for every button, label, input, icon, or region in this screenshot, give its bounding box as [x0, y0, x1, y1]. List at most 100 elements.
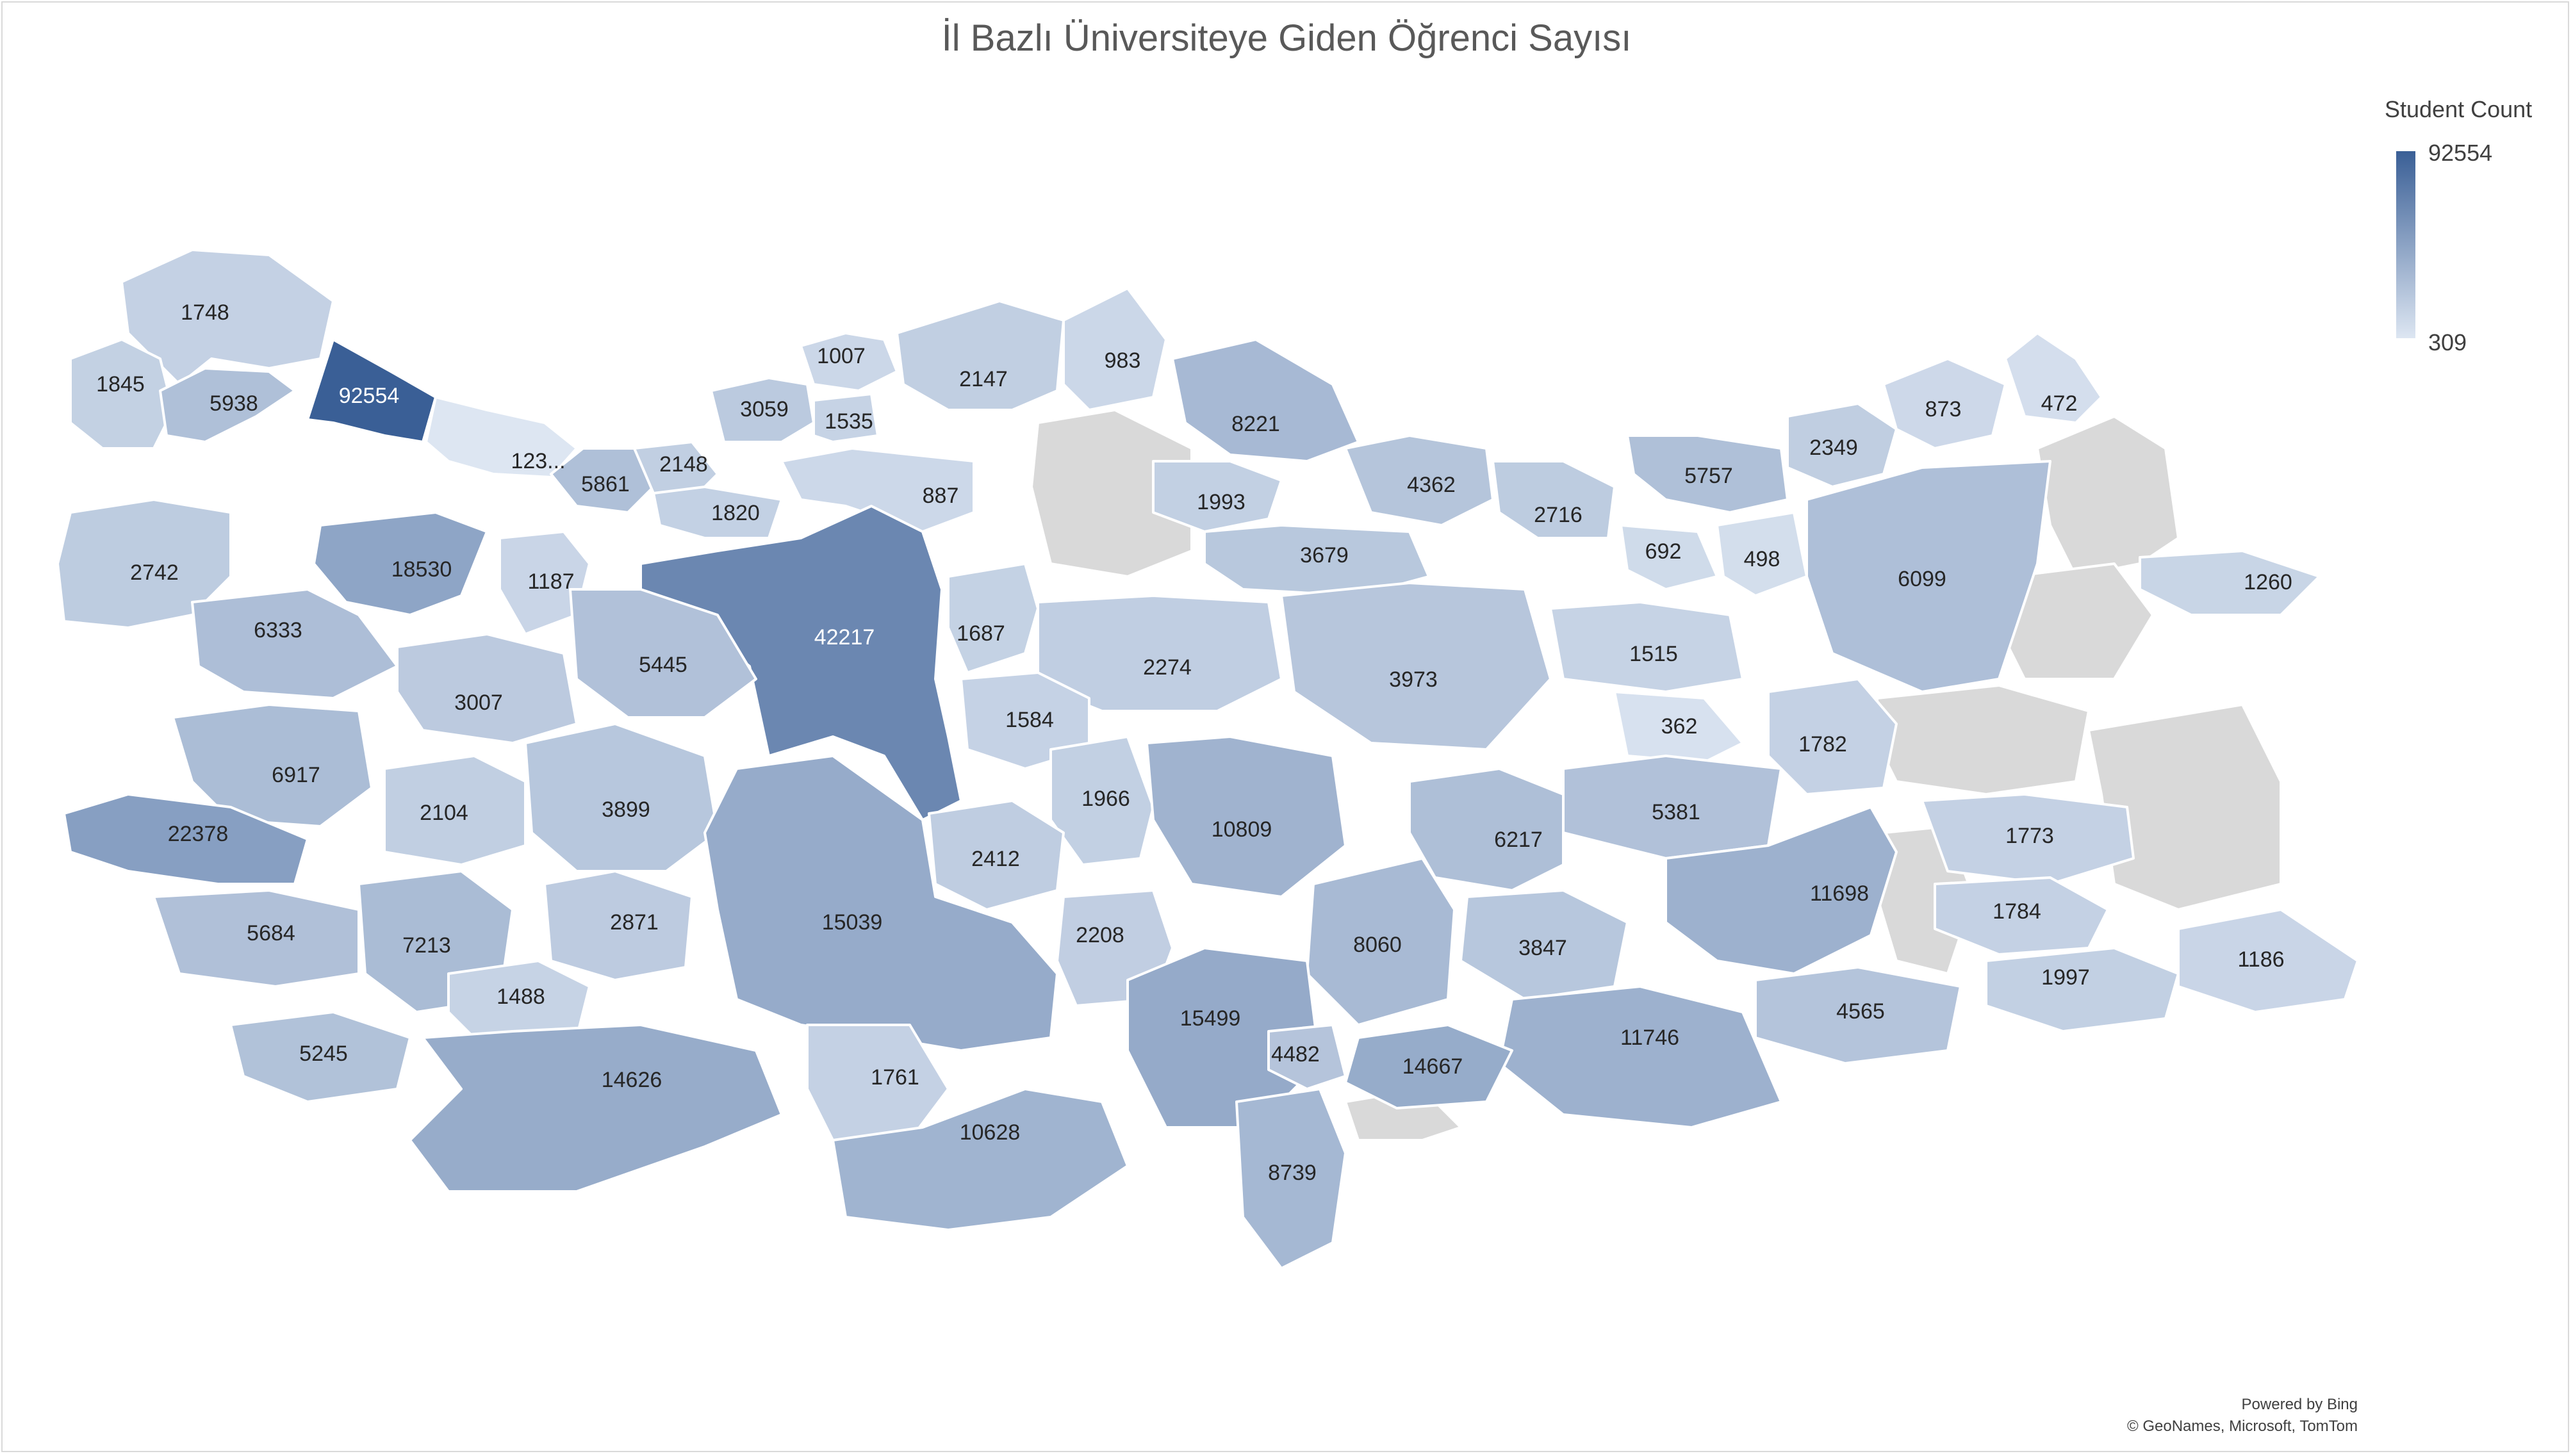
- province-region[interactable]: [1408, 767, 1565, 892]
- province-value-label: 2104: [420, 801, 468, 825]
- legend-min-value: 309: [2428, 329, 2467, 356]
- province-value-label: 6099: [1898, 567, 1946, 591]
- province-region[interactable]: [812, 393, 879, 443]
- province-region[interactable]: [1344, 1024, 1513, 1109]
- province-value-label: 2742: [130, 560, 179, 585]
- province-region[interactable]: [652, 486, 783, 539]
- province-region[interactable]: [1767, 678, 1898, 796]
- province-region[interactable]: [1152, 460, 1283, 533]
- province-region[interactable]: [2177, 908, 2359, 1013]
- province-region[interactable]: [1786, 402, 1898, 488]
- province-region[interactable]: [1620, 524, 1718, 591]
- province-region[interactable]: [409, 1024, 783, 1193]
- province-region[interactable]: [780, 447, 975, 533]
- province-region[interactable]: [172, 703, 373, 828]
- province-region[interactable]: [313, 511, 488, 616]
- province-value-label: 983: [1105, 348, 1141, 373]
- province-value-label: 92554: [339, 384, 400, 408]
- province-region[interactable]: [1280, 582, 1552, 751]
- province-region[interactable]: [1459, 889, 1629, 1001]
- province-region[interactable]: [152, 889, 360, 988]
- province-value-label: 8739: [1268, 1161, 1317, 1185]
- province-region[interactable]: [1921, 793, 2135, 885]
- province-region[interactable]: [1985, 947, 2180, 1033]
- province-region[interactable]: [306, 338, 437, 443]
- province-region[interactable]: [1626, 434, 1789, 514]
- province-region[interactable]: [1344, 434, 1494, 527]
- province-value-label: 1187: [527, 569, 574, 594]
- province-region[interactable]: [703, 755, 1058, 1052]
- province-value-label: 1584: [1005, 708, 1054, 732]
- province-value-label: 472: [2041, 391, 2078, 416]
- province-region[interactable]: [383, 755, 527, 866]
- province-no-data: [2036, 415, 2180, 578]
- province-region[interactable]: [1882, 357, 2007, 450]
- legend-color-scale: [2396, 151, 2415, 338]
- province-region[interactable]: [425, 396, 578, 479]
- province-region[interactable]: [543, 870, 693, 981]
- province-region[interactable]: [1934, 876, 2109, 956]
- province-region[interactable]: [159, 367, 296, 443]
- province-region[interactable]: [1267, 1024, 1347, 1090]
- province-region[interactable]: [69, 338, 174, 450]
- province-region[interactable]: [1049, 735, 1155, 866]
- province-value-label: 4565: [1836, 999, 1885, 1024]
- province-region[interactable]: [191, 588, 399, 699]
- province-value-label: 2148: [659, 452, 708, 477]
- province-value-label: 5938: [210, 391, 258, 416]
- province-region[interactable]: [832, 1088, 1129, 1231]
- province-value-label: 4362: [1407, 473, 1456, 497]
- province-region[interactable]: [569, 588, 757, 719]
- province-region[interactable]: [947, 562, 1039, 674]
- province-value-label: 1782: [1798, 732, 1847, 757]
- province-region[interactable]: [2004, 332, 2103, 424]
- province-region[interactable]: [1665, 806, 1898, 975]
- province-value-label: 10809: [1212, 817, 1272, 842]
- province-region[interactable]: [63, 793, 309, 885]
- province-region[interactable]: [1613, 691, 1744, 764]
- province-value-label: 887: [923, 484, 959, 508]
- province-value-label: 15499: [1180, 1006, 1241, 1031]
- province-value-label: 692: [1645, 539, 1682, 564]
- legend-max-value: 92554: [2428, 140, 2493, 166]
- province-region[interactable]: [1498, 985, 1782, 1129]
- province-value-label: 5381: [1652, 800, 1700, 824]
- province-region[interactable]: [2139, 550, 2321, 616]
- province-value-label: 1993: [1197, 490, 1245, 514]
- province-value-label: 11698: [1810, 881, 1869, 906]
- province-region[interactable]: [1062, 287, 1167, 411]
- province-value-label: 5445: [639, 653, 687, 677]
- province-value-label: 1260: [2244, 570, 2292, 594]
- province-region[interactable]: [1171, 338, 1360, 462]
- province-value-label: 18530: [391, 557, 452, 582]
- map-attribution: Powered by Bing © GeoNames, Microsoft, T…: [2127, 1394, 2358, 1437]
- province-region[interactable]: [396, 633, 578, 744]
- province-value-label: 8060: [1353, 933, 1402, 957]
- province-value-label: 1761: [871, 1065, 919, 1090]
- province-value-label: 1535: [825, 409, 873, 434]
- province-value-label: 498: [1744, 547, 1780, 571]
- province-value-label: 6333: [254, 618, 302, 642]
- province-value-label: 22378: [168, 822, 229, 846]
- province-value-label: 1488: [497, 985, 545, 1009]
- province-region[interactable]: [1754, 966, 1962, 1065]
- province-value-label: 2274: [1143, 655, 1192, 680]
- province-region[interactable]: [1716, 511, 1808, 597]
- province-region[interactable]: [633, 441, 719, 495]
- province-region[interactable]: [229, 1011, 411, 1103]
- province-region[interactable]: [1805, 460, 2051, 693]
- province-region[interactable]: [928, 799, 1065, 911]
- province-region[interactable]: [524, 723, 719, 872]
- province-value-label: 14626: [602, 1068, 662, 1092]
- legend-title: Student Count: [2385, 96, 2533, 122]
- province-region[interactable]: [1549, 601, 1744, 693]
- province-value-label: 1748: [181, 300, 229, 325]
- province-region[interactable]: [1492, 460, 1616, 539]
- province-region[interactable]: [800, 332, 898, 392]
- province-region[interactable]: [1235, 1088, 1347, 1270]
- province-region[interactable]: [1146, 735, 1347, 898]
- province-value-label: 2412: [971, 847, 1020, 871]
- province-region[interactable]: [896, 300, 1065, 411]
- province-value-label: 6917: [272, 763, 320, 787]
- province-value-label: 3679: [1300, 543, 1349, 568]
